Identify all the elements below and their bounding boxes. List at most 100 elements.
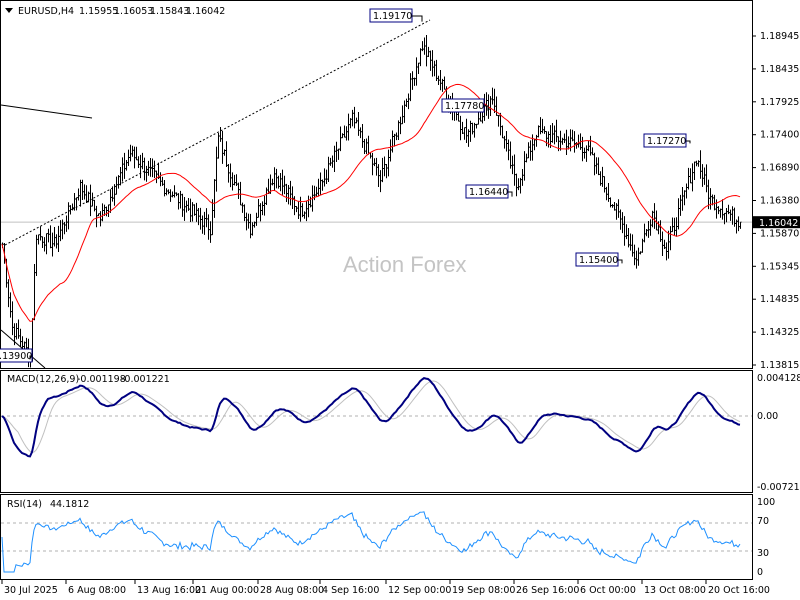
ohlc-bar — [595, 157, 598, 174]
trendline[interactable] — [0, 104, 93, 119]
ohlc-bar — [155, 170, 158, 184]
ohlc-bar — [537, 125, 540, 138]
ohlc-bar — [83, 184, 86, 200]
ohlc-bar — [57, 225, 60, 253]
ohlc-bar — [541, 118, 544, 134]
ohlc-bar — [623, 216, 626, 246]
ohlc-bar — [383, 156, 386, 177]
ohlc-bar — [337, 148, 340, 160]
ohlc-bar — [145, 165, 148, 182]
ohlc-bar — [141, 152, 144, 170]
ohlc-bar — [507, 139, 510, 161]
ohlc-bar — [469, 120, 472, 142]
ohlc-bar — [371, 152, 374, 176]
trendline-dotted[interactable] — [4, 19, 431, 246]
ohlc-bar — [199, 207, 202, 230]
ohlc-bar — [127, 149, 130, 167]
macd-tick-label: 0.00 — [757, 411, 778, 422]
ohlc-bar — [87, 191, 90, 203]
ohlc-bar — [305, 201, 308, 222]
ohlc-bar — [551, 122, 554, 143]
ohlc-bar — [89, 184, 92, 217]
ohlc-bar — [213, 179, 216, 218]
ohlc-bar — [719, 208, 722, 218]
ohlc-bar — [157, 162, 160, 180]
price-tick-label: 1.16890 — [760, 163, 799, 174]
macd-main-value: -0.001198 — [77, 374, 126, 385]
ohlc-bar — [133, 146, 136, 169]
ohlc-bar — [227, 164, 230, 183]
ohlc-bar — [475, 123, 478, 129]
time-tick-label: 12 Sep 00:00 — [388, 585, 451, 596]
ohlc-bar — [293, 196, 296, 216]
ohlc-bar — [151, 158, 154, 178]
ohlc-bar — [321, 179, 324, 191]
ohlc-bar — [399, 116, 402, 135]
ohlc-bar — [193, 204, 196, 216]
ohlc-bar — [571, 129, 574, 142]
ohlc-bar — [251, 222, 254, 236]
ohlc-bar — [691, 163, 694, 192]
collapse-triangle-icon[interactable] — [5, 8, 13, 13]
ohlc-bar — [429, 50, 432, 71]
ohlc-bar — [101, 203, 104, 222]
header-legend: EURUSD,H4 1.15955 1.16053 1.15843 1.1604… — [5, 6, 225, 510]
ohlc-bar — [315, 186, 318, 198]
ohlc-bar — [279, 172, 282, 192]
ohlc-bar — [591, 147, 594, 156]
ohlc-bar — [411, 71, 414, 90]
ohlc-bar — [423, 37, 426, 55]
ohlc-bar — [673, 217, 676, 236]
ohlc-bar — [295, 205, 298, 213]
ohlc-bar — [45, 233, 48, 255]
time-tick-label: 28 Aug 08:00 — [260, 585, 324, 596]
ohlc-bar — [243, 204, 246, 222]
ohlc-bar — [9, 292, 12, 318]
ohlc-bar — [111, 186, 114, 202]
ohlc-close: 1.16042 — [186, 6, 225, 17]
ohlc-bar — [607, 182, 610, 202]
ohlc-bar — [177, 193, 180, 210]
ohlc-bar — [297, 201, 300, 219]
ohlc-bar — [117, 175, 120, 189]
ohlc-bar — [353, 106, 356, 129]
ohlc-bar — [65, 215, 68, 232]
ohlc-bar — [559, 130, 562, 151]
ohlc-bar — [645, 228, 648, 237]
ohlc-bar — [273, 167, 276, 192]
ohlc-bar — [201, 215, 204, 234]
ohlc-bar — [465, 118, 468, 144]
ohlc-bar — [397, 120, 400, 140]
ohlc-bar — [181, 193, 184, 217]
ohlc-bar — [51, 232, 54, 257]
ohlc-bar — [459, 115, 462, 141]
price-annotation: 1.13900 — [0, 348, 33, 363]
ohlc-high: 1.16053 — [114, 6, 153, 17]
ohlc-bar — [59, 220, 62, 242]
ohlc-bar — [615, 203, 618, 220]
annotation-label: 1.19170 — [373, 11, 412, 22]
ohlc-bar — [99, 211, 102, 227]
ohlc-bar — [425, 34, 428, 67]
macd-tick-label: 0.004128 — [757, 373, 800, 384]
time-tick-label: 6 Aug 08:00 — [68, 585, 126, 596]
ohlc-bar — [503, 135, 506, 149]
ohlc-bar — [109, 189, 112, 213]
ohlc-bar — [325, 169, 328, 184]
ohlc-bar — [281, 169, 284, 195]
macd-signal-value: -0.001221 — [121, 374, 170, 385]
macd-main-line — [1, 377, 741, 458]
ohlc-bar — [647, 220, 650, 238]
time-tick-label: 6 Oct 00:00 — [580, 585, 636, 596]
ohlc-bar — [125, 159, 128, 171]
ohlc-bar — [327, 156, 330, 183]
ohlc-bar — [357, 111, 360, 136]
price-tick-label: 1.14835 — [760, 294, 799, 305]
ohlc-bar — [169, 189, 172, 202]
ohlc-bar — [161, 176, 164, 186]
ohlc-low: 1.15843 — [150, 6, 189, 17]
ohlc-bar — [25, 337, 28, 351]
annotation-label: 1.15400 — [579, 255, 618, 266]
ohlc-bar — [139, 154, 142, 179]
